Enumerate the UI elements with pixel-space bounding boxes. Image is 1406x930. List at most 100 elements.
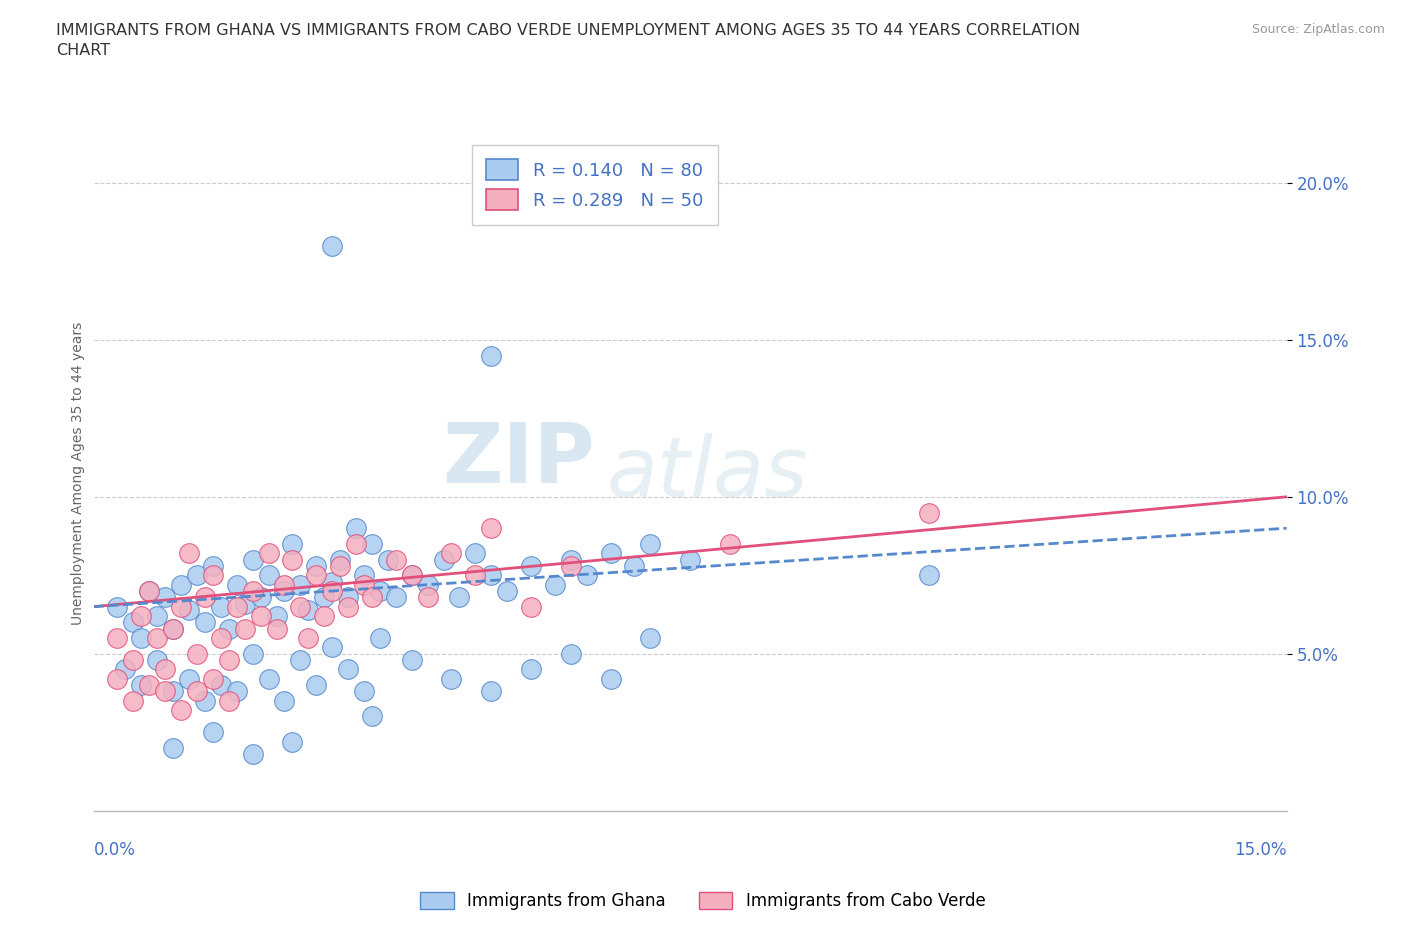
Point [257,671,280,686]
Point [162,621,184,636]
Point [177,671,200,686]
Point [520,558,543,573]
Point [218,653,240,668]
Point [194,694,217,709]
Point [314,608,336,623]
Point [640,537,662,551]
Point [107,599,129,614]
Point [401,568,423,583]
Point [218,694,240,709]
Point [170,599,193,614]
Point [146,608,169,623]
Point [233,621,256,636]
Point [377,552,399,567]
Point [233,596,256,611]
Point [170,578,193,592]
Point [146,631,169,645]
Point [361,537,384,551]
Point [560,646,582,661]
Text: ZIP: ZIP [441,419,595,500]
Legend: Immigrants from Ghana, Immigrants from Cabo Verde: Immigrants from Ghana, Immigrants from C… [413,885,993,917]
Point [329,552,352,567]
Point [273,694,295,709]
Point [353,684,375,698]
Point [385,590,408,604]
Point [194,590,217,604]
Point [281,552,304,567]
Point [249,590,271,604]
Point [679,552,702,567]
Point [242,552,264,567]
Text: IMMIGRANTS FROM GHANA VS IMMIGRANTS FROM CABO VERDE UNEMPLOYMENT AMONG AGES 35 T: IMMIGRANTS FROM GHANA VS IMMIGRANTS FROM… [56,23,1080,58]
Point [209,678,232,693]
Point [122,615,145,630]
Point [273,583,295,598]
Point [201,568,224,583]
Point [122,653,145,668]
Point [162,740,184,755]
Point [177,546,200,561]
Point [281,734,304,749]
Point [257,568,280,583]
Point [218,621,240,636]
Point [321,640,343,655]
Point [599,546,621,561]
Point [544,578,567,592]
Point [297,631,319,645]
Point [129,608,152,623]
Text: atlas: atlas [606,432,808,513]
Point [138,583,160,598]
Point [440,671,463,686]
Point [449,590,471,604]
Text: 0.0%: 0.0% [94,842,135,859]
Point [401,568,423,583]
Point [479,568,502,583]
Point [107,631,129,645]
Point [329,558,352,573]
Point [186,646,208,661]
Point [162,684,184,698]
Point [321,238,343,253]
Point [599,671,621,686]
Point [321,583,343,598]
Point [560,558,582,573]
Point [114,662,136,677]
Point [353,568,375,583]
Point [225,684,247,698]
Point [344,537,367,551]
Point [337,590,360,604]
Y-axis label: Unemployment Among Ages 35 to 44 years: Unemployment Among Ages 35 to 44 years [72,322,86,625]
Point [225,599,247,614]
Point [344,521,367,536]
Point [242,646,264,661]
Point [242,747,264,762]
Point [138,583,160,598]
Point [186,568,208,583]
Point [623,558,645,573]
Point [361,709,384,724]
Point [464,568,486,583]
Point [242,583,264,598]
Point [305,568,328,583]
Point [249,608,271,623]
Point [496,583,519,598]
Legend: R = 0.140   N = 80, R = 0.289   N = 50: R = 0.140 N = 80, R = 0.289 N = 50 [471,145,717,224]
Point [266,621,288,636]
Point [146,653,169,668]
Point [385,552,408,567]
Point [170,703,193,718]
Point [297,603,319,618]
Point [257,546,280,561]
Point [225,578,247,592]
Point [401,653,423,668]
Point [479,684,502,698]
Point [153,590,176,604]
Point [361,590,384,604]
Point [162,621,184,636]
Point [368,631,391,645]
Point [560,552,582,567]
Point [281,537,304,551]
Text: 15.0%: 15.0% [1234,842,1286,859]
Point [129,678,152,693]
Point [314,590,336,604]
